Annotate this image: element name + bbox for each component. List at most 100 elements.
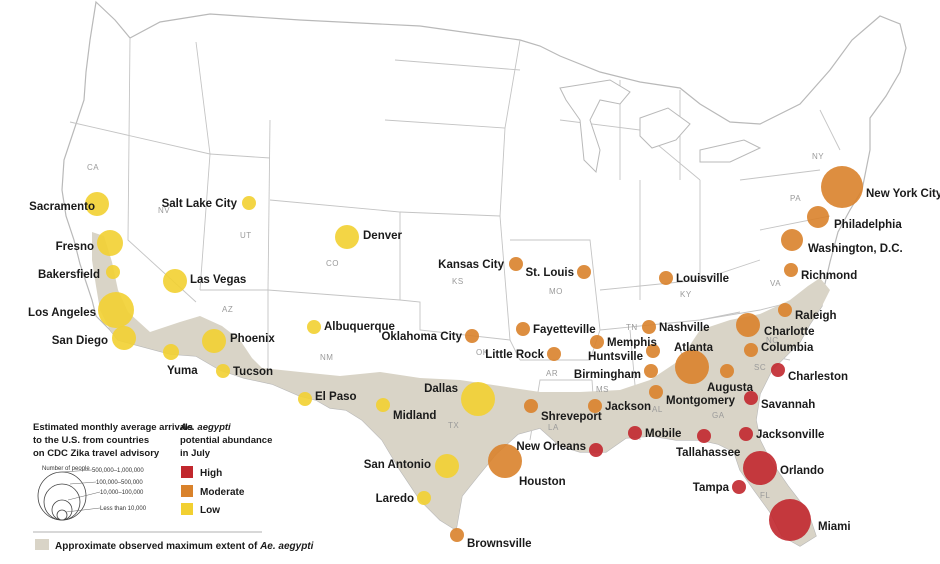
state-label: CA [87, 163, 99, 172]
size-label: 100,000–500,000 [96, 480, 143, 486]
city-label-augusta: Augusta [707, 382, 754, 394]
city-label-charlotte: Charlotte [764, 326, 814, 338]
number-of-people-label: Number of people [42, 466, 90, 472]
state-label: NY [812, 152, 824, 161]
city-label-san-diego: San Diego [52, 335, 108, 347]
city-marker-salt-lake-city [242, 196, 256, 210]
city-marker-el-paso [298, 392, 312, 406]
state-label: VA [770, 279, 781, 288]
city-marker-montgomery [649, 385, 663, 399]
size-label: Less than 10,000 [100, 506, 147, 512]
abundance-legend-title: potential abundance [180, 435, 272, 446]
city-marker-huntsville [646, 344, 660, 358]
city-label-new-orleans: New Orleans [516, 441, 586, 453]
level-swatch-high [181, 466, 193, 478]
city-label-bakersfield: Bakersfield [38, 269, 100, 281]
city-label-los-angeles: Los Angeles [28, 307, 96, 319]
city-label-jacksonville: Jacksonville [756, 429, 824, 441]
city-label-laredo: Laredo [376, 493, 414, 505]
state-label: KY [680, 290, 692, 299]
city-label-columbia: Columbia [761, 342, 814, 354]
city-marker-tampa [732, 480, 746, 494]
state-label: PA [790, 194, 801, 203]
city-label-oklahoma-city: Oklahoma City [381, 331, 462, 343]
city-marker-little-rock [547, 347, 561, 361]
city-label-yuma: Yuma [167, 365, 198, 377]
city-marker-memphis [590, 335, 604, 349]
city-label-midland: Midland [393, 410, 436, 422]
arrivals-legend: Estimated monthly average arrivals to th… [33, 422, 193, 521]
city-marker-tallahassee [697, 429, 711, 443]
level-label-low: Low [200, 505, 220, 516]
state-label: MS [596, 385, 609, 394]
state-label: NM [320, 353, 333, 362]
aegypti-extent-region [92, 232, 830, 546]
city-marker-savannah [744, 391, 758, 405]
city-marker-columbia [744, 343, 758, 357]
arrivals-legend-title: Estimated monthly average arrivals [33, 422, 193, 433]
city-marker-louisville [659, 271, 673, 285]
city-marker-new-york-city [821, 166, 863, 208]
level-label-moderate: Moderate [200, 487, 245, 498]
state-label: FL [760, 491, 770, 500]
city-label-el-paso: El Paso [315, 391, 357, 403]
city-marker-st-louis [577, 265, 591, 279]
city-marker-atlanta [675, 350, 709, 384]
city-label-savannah: Savannah [761, 399, 815, 411]
city-marker-fresno [97, 230, 123, 256]
city-marker-las-vegas [163, 269, 187, 293]
extent-swatch [35, 539, 49, 550]
city-labels: Sacramento Fresno Bakersfield Los Angeles Sa… [28, 188, 940, 550]
state-label: AL [652, 405, 663, 414]
extent-species: Ae. aegypti [259, 541, 314, 552]
great-lakes [559, 79, 762, 174]
state-label: KS [452, 277, 464, 286]
extent-prefix: Approximate observed maximum extent of [55, 541, 260, 552]
level-swatch-low [181, 503, 193, 515]
size-circle-l [43, 483, 81, 521]
city-marker-kansas-city [509, 257, 523, 271]
state-labels: CA NV UT AZ CO NM KS OK TX MO AR LA MS A… [87, 152, 824, 500]
city-marker-augusta [720, 364, 734, 378]
extent-legend-label: Approximate observed maximum extent of A… [55, 541, 314, 552]
city-marker-orlando [743, 451, 777, 485]
city-marker-fayetteville [516, 322, 530, 336]
city-label-fresno: Fresno [56, 241, 94, 253]
city-marker-charlotte [736, 313, 760, 337]
state-label: AZ [222, 305, 233, 314]
city-marker-brownsville [450, 528, 464, 542]
city-label-dallas: Dallas [424, 383, 458, 395]
city-label-phoenix: Phoenix [230, 333, 275, 345]
state-label: TX [448, 421, 459, 430]
abundance-legend: Ae. aegypti potential abundance in July … [179, 422, 272, 516]
city-marker-jackson [588, 399, 602, 413]
city-marker-los-angeles [98, 292, 134, 328]
city-marker-tucson [216, 364, 230, 378]
city-label-miami: Miami [818, 521, 851, 533]
city-marker-yuma [163, 344, 179, 360]
size-circle-s [56, 509, 68, 521]
city-label-shreveport: Shreveport [541, 411, 602, 423]
city-label-atlanta: Atlanta [674, 342, 714, 354]
city-label-albuquerque: Albuquerque [324, 321, 395, 333]
city-marker-denver [335, 225, 359, 249]
abundance-legend-title: in July [180, 448, 211, 459]
city-label-richmond: Richmond [801, 270, 857, 282]
city-label-salt-lake-city: Salt Lake City [162, 198, 238, 210]
city-label-little-rock: Little Rock [485, 349, 544, 361]
state-label: SC [754, 363, 766, 372]
city-label-charleston: Charleston [788, 371, 848, 383]
city-marker-laredo [417, 491, 431, 505]
city-label-houston: Houston [519, 476, 566, 488]
state-label: GA [712, 411, 725, 420]
city-label-st-louis: St. Louis [525, 267, 574, 279]
size-label: 500,000–1,000,000 [92, 468, 144, 474]
city-label-louisville: Louisville [676, 273, 729, 285]
city-marker-raleigh [778, 303, 792, 317]
city-label-philadelphia: Philadelphia [834, 219, 902, 231]
city-marker-houston [488, 444, 522, 478]
state-label: CO [326, 259, 339, 268]
city-label-new-york-city: New York City [866, 188, 940, 200]
city-label-tallahassee: Tallahassee [676, 447, 740, 459]
